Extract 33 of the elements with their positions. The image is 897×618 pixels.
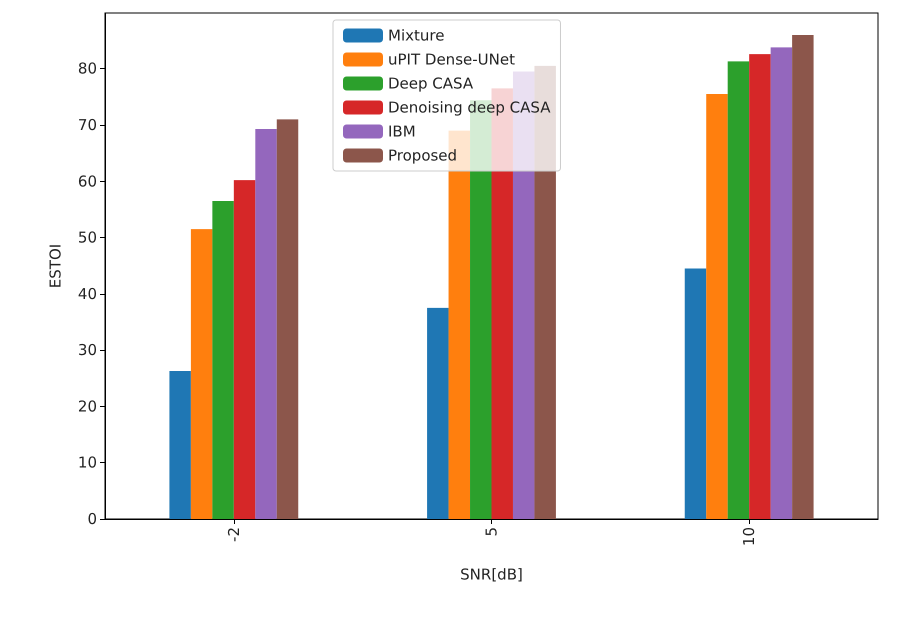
bar — [212, 200, 234, 519]
x-tick-label: 5 — [482, 527, 500, 537]
bar — [684, 268, 706, 519]
y-tick-label: 0 — [87, 510, 97, 528]
legend-label: Denoising deep CASA — [388, 98, 552, 116]
bar — [728, 61, 750, 519]
bar — [169, 370, 191, 519]
bar — [749, 54, 771, 519]
legend-label: Proposed — [388, 146, 458, 164]
y-tick-label: 50 — [78, 228, 97, 247]
y-tick-label: 70 — [78, 116, 97, 134]
legend-label: uPIT Dense-UNet — [388, 50, 516, 68]
bar — [255, 128, 277, 519]
y-tick-label: 20 — [78, 397, 97, 416]
y-tick-label: 60 — [78, 172, 97, 190]
bar — [770, 47, 792, 519]
bar — [276, 119, 298, 519]
y-axis-title: ESTOI — [46, 244, 64, 288]
y-tick-label: 10 — [78, 454, 97, 472]
bar — [190, 229, 212, 519]
x-tick-label: -2 — [224, 527, 243, 542]
x-axis-title: SNR[dB] — [460, 566, 523, 584]
y-tick-label: 30 — [78, 341, 97, 360]
y-tick-label: 80 — [78, 60, 97, 78]
x-tick-label: 10 — [740, 527, 758, 546]
bar — [234, 180, 256, 519]
y-tick-label: 40 — [78, 284, 97, 303]
legend-label: Deep CASA — [388, 74, 474, 92]
bar — [792, 34, 814, 519]
legend-label: IBM — [388, 122, 416, 140]
bar — [706, 94, 728, 519]
bar — [427, 308, 449, 519]
legend-label: Mixture — [388, 26, 444, 44]
